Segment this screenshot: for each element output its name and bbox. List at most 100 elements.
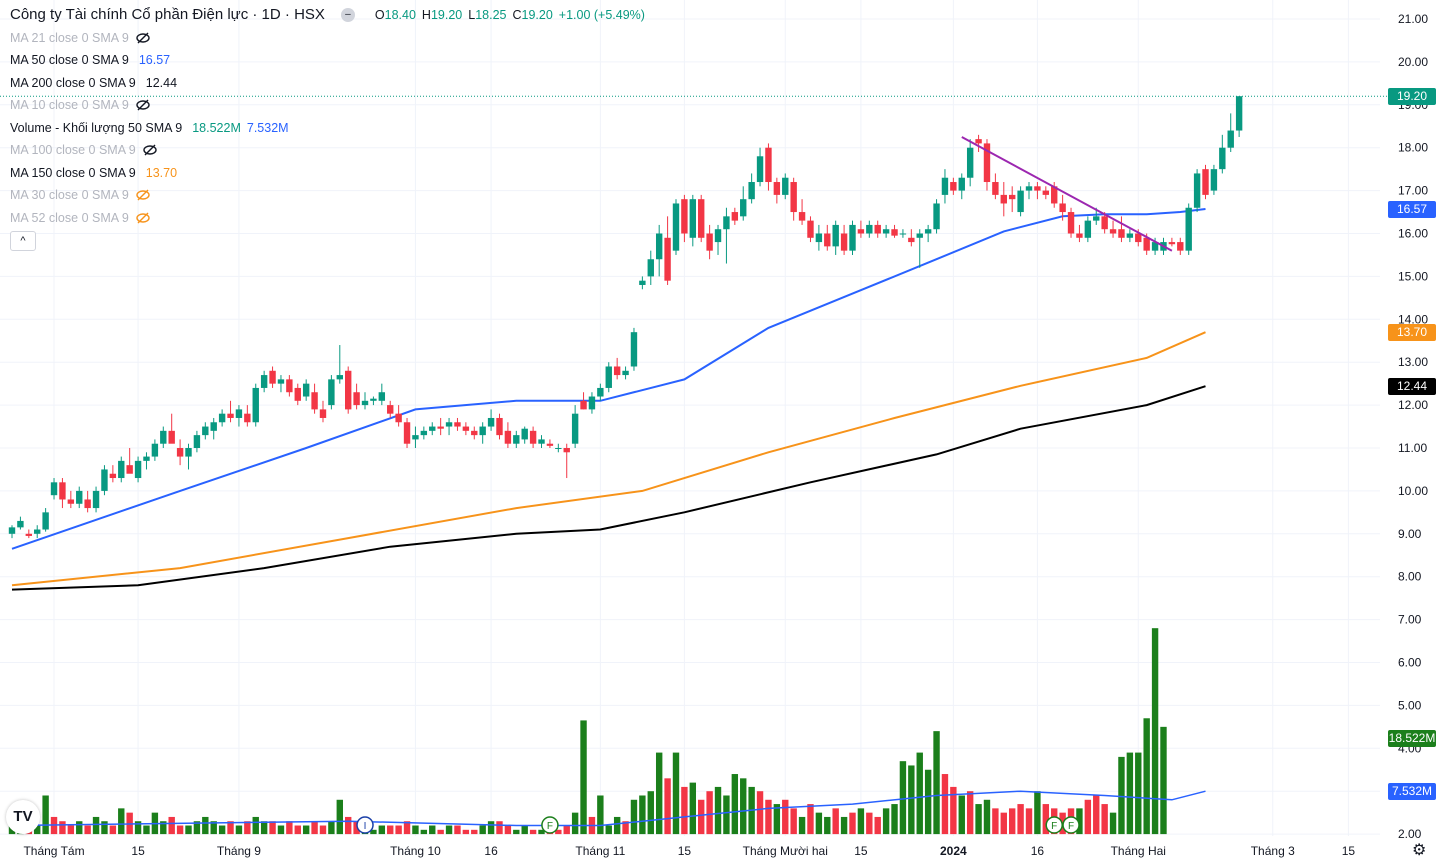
volume-bar [765,799,772,835]
volume-bar [571,812,579,835]
candle-body [630,332,638,367]
legend-label: MA 30 close 0 SMA 9 [10,188,129,202]
candle-body [269,370,276,384]
volume-bar [1135,752,1142,835]
legend-value: 18.522M [192,120,241,135]
volume-bar [1143,718,1150,835]
candle-body [328,379,335,406]
candle-body [992,182,999,195]
legend-row[interactable]: MA 150 close 0 SMA 9 13.70 [10,162,651,185]
candle-body [983,143,991,183]
gear-icon[interactable]: ⚙ [1412,842,1427,859]
event-marker-letter: F [1051,821,1057,832]
candle-body [639,280,646,285]
tradingview-logo[interactable]: TV [6,800,40,834]
legend-label: Volume - Khối lượng 50 SMA 9 [10,120,183,135]
volume-bar [521,825,528,835]
candle-body [1017,190,1024,213]
eye-off-orange-icon[interactable] [135,212,151,224]
legend-label: MA 150 close 0 SMA 9 [10,165,136,180]
candle-body [1143,237,1150,251]
x-tick-label: Tháng 10 [390,844,441,858]
candle-body [546,443,554,446]
y-tick-label: 11.00 [1398,441,1427,455]
volume-bar [1017,804,1024,835]
eye-off-icon[interactable] [142,144,158,156]
ma200-line [11,385,1206,591]
candle-body [1084,220,1092,238]
legend-row[interactable]: Volume - Khối lượng 50 SMA 9 18.522M 7.532… [10,117,651,140]
candle-body [790,182,797,213]
ohlc-key: C [512,8,522,22]
eye-off-icon[interactable] [135,32,151,44]
candle-body [109,473,117,479]
candle-body [134,460,142,479]
candle-body [277,379,285,384]
volume-bar [202,816,209,835]
volume-bar [950,786,957,835]
candle-body [1067,212,1075,234]
volume-bar [824,816,831,835]
candle-body [403,422,411,444]
eye-off-orange-icon[interactable] [135,189,151,201]
volume-bar [538,829,545,835]
candle-body [807,220,814,238]
volume-bar [345,816,352,835]
candle-body [76,490,83,504]
volume-bar [1000,812,1007,835]
volume-bar [849,812,856,835]
legend-row[interactable]: MA 200 close 0 SMA 9 12.44 [10,72,651,95]
collapse-legend-button[interactable]: ^ [10,231,36,251]
volume-bar [42,795,49,835]
candle-body [34,529,41,534]
candle-body [1051,186,1058,204]
volume-bar [1160,726,1167,835]
candle-body [958,177,965,191]
collapse-header-icon[interactable]: – [340,8,355,23]
y-tick-label: 18.00 [1398,141,1428,155]
trendline [961,136,1173,252]
candle-body [529,430,537,444]
y-tick-label: 21.00 [1398,12,1428,26]
legend-row[interactable]: MA 21 close 0 SMA 9 [10,27,651,50]
candle-body [765,147,772,183]
volume-bar [210,821,217,835]
volume-bar [908,765,915,835]
volume-bar [143,825,150,835]
volume-bar [67,825,75,835]
candle-body [378,392,386,401]
volume-bar [370,829,377,835]
candle-body [849,224,856,251]
volume-bar [479,825,486,835]
volume-bar [790,808,797,835]
volume-bar [630,799,638,835]
candle-body [1219,147,1226,170]
candle-body [218,413,226,423]
volume-bar [933,731,940,835]
legend-row[interactable]: MA 30 close 0 SMA 9 [10,184,651,207]
volume-bar [958,795,965,835]
volume-bar [866,812,873,835]
candle-body [1185,207,1192,251]
volume-bar [286,821,293,835]
candle-body [689,199,697,238]
volume-bar [378,825,386,835]
event-marker-icon [1045,816,1063,834]
legend-row[interactable]: MA 50 close 0 SMA 9 16.57 [10,49,651,72]
volume-bar [647,791,654,835]
volume-bar [706,791,713,835]
candle-body [908,237,915,243]
volume-bar [185,825,192,835]
legend-row[interactable]: MA 52 close 0 SMA 9 [10,207,651,230]
candle-body [479,426,486,436]
legend-row[interactable]: MA 100 close 0 SMA 9 [10,139,651,162]
candle-body [815,233,823,243]
candle-body [613,366,621,376]
volume-bar [513,829,520,835]
candle-body [1235,96,1243,131]
legend-row[interactable]: MA 10 close 0 SMA 9 [10,94,651,117]
eye-off-icon[interactable] [135,99,151,111]
candle-body [588,396,596,410]
volume-bar [504,825,512,835]
